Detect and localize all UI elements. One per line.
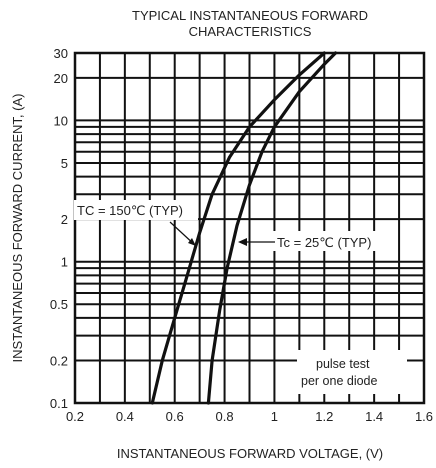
label-box-150c: [74, 200, 198, 220]
x-tick-label: 0.2: [66, 409, 84, 424]
plot-frame: [73, 51, 426, 405]
y-tick-label: 30: [54, 46, 68, 61]
y-tick-label: 5: [61, 156, 68, 171]
curves: [150, 51, 338, 405]
leader-arrow-150c: [188, 238, 196, 246]
series-label-25c: Tc = 25℃ (TYP): [277, 235, 371, 250]
x-tick-label: 1: [271, 409, 278, 424]
note-per-one-diode: per one diode: [301, 374, 378, 388]
x-tick-label: 1.2: [315, 409, 333, 424]
y-tick-label: 0.5: [50, 297, 68, 312]
x-tick-label: 1.4: [365, 409, 383, 424]
note-box: [297, 350, 407, 394]
x-tick-label: 0.8: [216, 409, 234, 424]
series-label-150c: TC = 150℃ (TYP): [77, 203, 183, 218]
y-tick-label: 10: [54, 113, 68, 128]
y-tick-label: 1: [61, 255, 68, 270]
y-tick-label: 0.2: [50, 353, 68, 368]
chart-title-line-1: TYPICAL INSTANTANEOUS FORWARD: [132, 8, 368, 23]
x-tick-label: 0.6: [166, 409, 184, 424]
label-box-25c: [273, 231, 397, 251]
leader-arrow-25c: [238, 238, 247, 246]
y-tick-label: 0.1: [50, 396, 68, 411]
x-axis-label: INSTANTANEOUS FORWARD VOLTAGE, (V): [117, 446, 383, 461]
chart-title-line-2: CHARACTERISTICS: [189, 24, 312, 39]
x-tick-label: 0.4: [116, 409, 134, 424]
y-tick-label: 2: [61, 212, 68, 227]
y-tick-label: 20: [54, 71, 68, 86]
x-tick-label: 1.6: [415, 409, 433, 424]
note-pulse-test: pulse test: [316, 357, 370, 371]
series-line-150c: [150, 51, 326, 405]
series-line-25c: [206, 51, 338, 405]
y-axis-label: INSTANTANEOUS FORWARD CURRENT, (A): [10, 94, 25, 363]
